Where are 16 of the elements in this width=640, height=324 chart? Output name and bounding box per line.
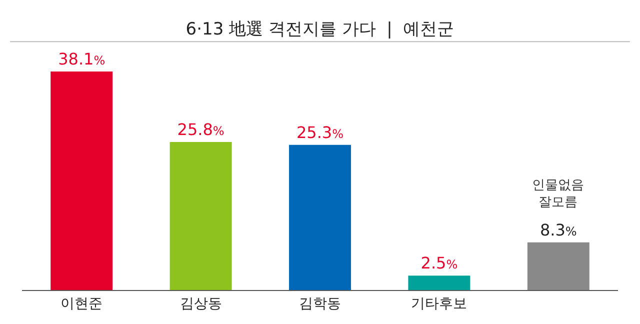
bar: [408, 276, 470, 290]
bar: [527, 242, 590, 290]
data-label: 2.5%: [420, 254, 458, 273]
bar: [289, 144, 351, 290]
x-tick-label: 김상동: [180, 296, 222, 312]
data-label: 38.1%: [58, 50, 106, 68]
data-label: 25.3%: [296, 122, 344, 142]
bar: [50, 72, 113, 290]
data-label: 25.8%: [177, 120, 224, 140]
chart-title: 6·13 地選 격전지를 가다 | 예천군: [186, 20, 454, 40]
bar: [170, 142, 232, 290]
x-tick-label: 기타후보: [411, 296, 468, 312]
data-label: 8.3%: [540, 220, 577, 240]
x-tick-label: 인물없음 잘모름: [532, 178, 584, 210]
x-tick-label: 김학동: [299, 296, 341, 312]
x-tick-label: 이현준: [60, 296, 103, 312]
